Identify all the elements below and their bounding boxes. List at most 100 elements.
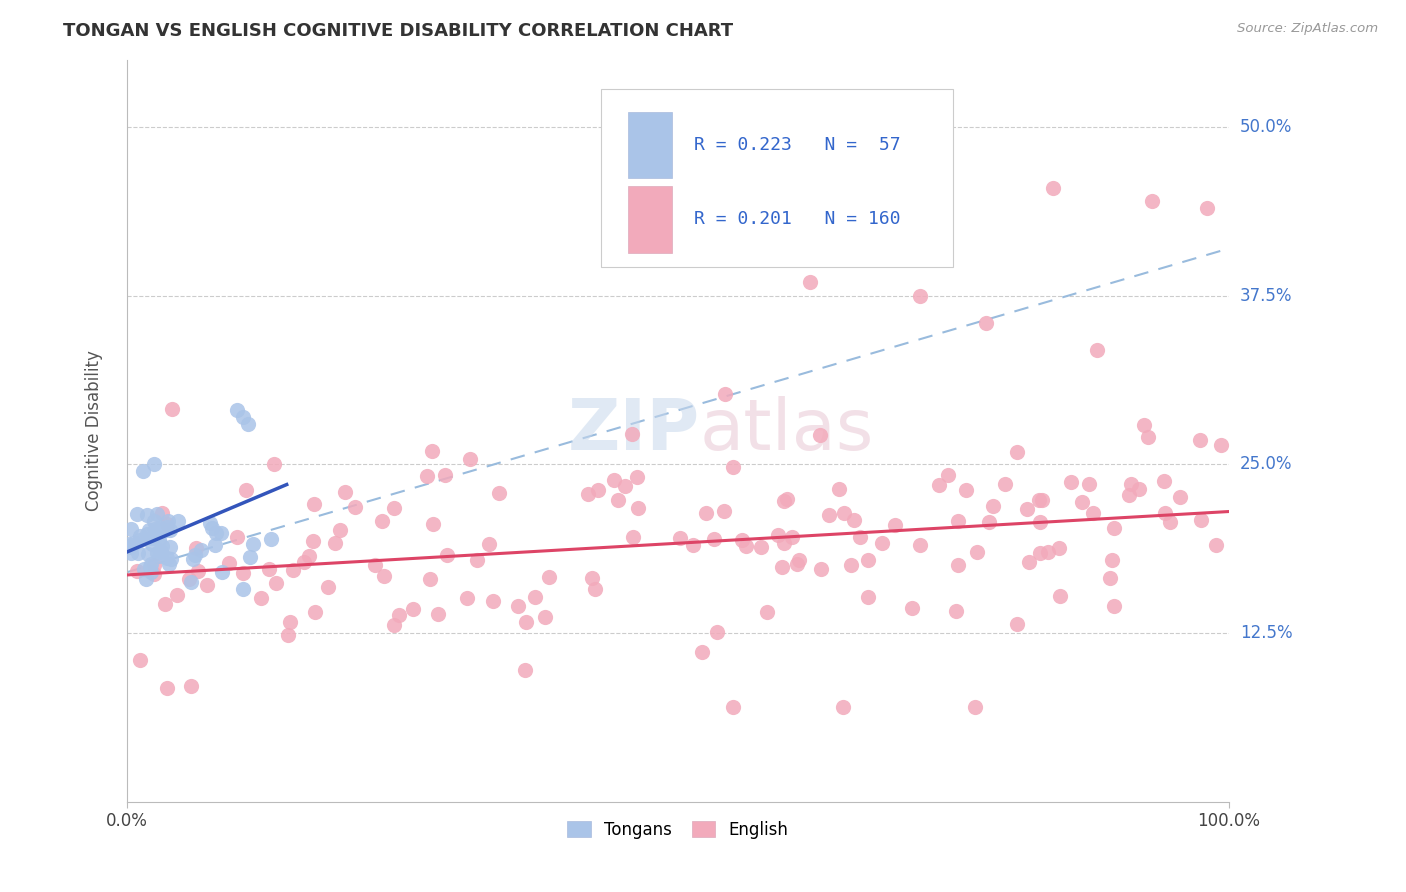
Point	[236, 417, 259, 431]
Point	[946, 558, 969, 572]
Point	[242, 536, 264, 550]
Point	[994, 476, 1017, 491]
Point	[787, 553, 810, 567]
Point	[1118, 488, 1140, 502]
Point	[1028, 492, 1050, 507]
Point	[323, 536, 346, 550]
Point	[179, 572, 201, 586]
Point	[120, 540, 142, 554]
Point	[756, 605, 779, 619]
Point	[138, 523, 160, 537]
Point	[402, 602, 425, 616]
Point	[136, 508, 159, 522]
Point	[1029, 546, 1052, 560]
Point	[1102, 599, 1125, 613]
Point	[143, 458, 166, 472]
Point	[373, 568, 395, 582]
Point	[1128, 483, 1150, 497]
Point	[278, 615, 301, 629]
Point	[143, 523, 166, 537]
Point	[1049, 589, 1071, 603]
Text: atlas: atlas	[700, 396, 875, 465]
Point	[1031, 493, 1053, 508]
Point	[156, 681, 179, 695]
Point	[153, 597, 176, 611]
Point	[329, 523, 352, 537]
Point	[190, 543, 212, 558]
Point	[141, 537, 163, 551]
Point	[981, 499, 1004, 513]
Point	[159, 552, 181, 566]
Point	[157, 558, 180, 572]
Point	[201, 520, 224, 534]
Point	[945, 604, 967, 618]
Point	[1007, 617, 1029, 632]
Point	[195, 577, 218, 591]
Point	[142, 514, 165, 528]
Point	[426, 607, 449, 621]
Point	[122, 535, 145, 549]
Point	[298, 549, 321, 563]
Point	[132, 464, 155, 478]
Point	[735, 539, 758, 553]
Point	[146, 507, 169, 521]
Point	[263, 458, 285, 472]
Point	[232, 566, 254, 580]
Point	[388, 607, 411, 622]
Point	[508, 599, 530, 613]
Point	[1036, 545, 1059, 559]
Point	[849, 530, 872, 544]
Point	[782, 530, 804, 544]
Point	[799, 275, 821, 289]
Point	[205, 526, 228, 541]
Point	[908, 538, 931, 552]
Point	[884, 517, 907, 532]
Point	[226, 530, 249, 544]
Point	[292, 555, 315, 569]
Point	[538, 570, 561, 584]
Point	[810, 561, 832, 575]
Point	[187, 564, 209, 578]
Point	[218, 557, 240, 571]
Point	[613, 479, 636, 493]
Point	[1209, 438, 1232, 452]
Point	[515, 615, 537, 629]
Point	[344, 500, 367, 514]
Point	[150, 539, 173, 553]
Point	[141, 531, 163, 545]
Point	[1159, 516, 1181, 530]
Point	[363, 558, 385, 573]
Point	[232, 582, 254, 597]
Point	[209, 526, 232, 541]
Point	[839, 558, 862, 573]
Point	[1191, 513, 1213, 527]
Point	[515, 664, 537, 678]
Point	[1042, 180, 1064, 194]
Point	[842, 513, 865, 527]
Point	[606, 492, 628, 507]
Point	[1153, 506, 1175, 520]
Point	[603, 473, 626, 487]
Point	[143, 558, 166, 572]
Point	[304, 606, 326, 620]
Point	[703, 533, 725, 547]
Point	[478, 537, 501, 551]
Point	[128, 653, 150, 667]
Point	[1168, 490, 1191, 504]
Point	[928, 477, 950, 491]
Point	[1099, 571, 1122, 585]
FancyBboxPatch shape	[628, 112, 672, 178]
Text: R = 0.201   N = 160: R = 0.201 N = 160	[695, 211, 901, 228]
Point	[384, 618, 406, 632]
Point	[436, 548, 458, 562]
Point	[620, 426, 643, 441]
Point	[257, 562, 280, 576]
Legend: Tongans, English: Tongans, English	[561, 814, 794, 846]
Point	[1028, 516, 1050, 530]
Point	[204, 538, 226, 552]
Point	[669, 531, 692, 545]
Point	[1101, 552, 1123, 566]
Point	[585, 582, 607, 597]
Point	[249, 591, 271, 605]
Point	[149, 521, 172, 535]
